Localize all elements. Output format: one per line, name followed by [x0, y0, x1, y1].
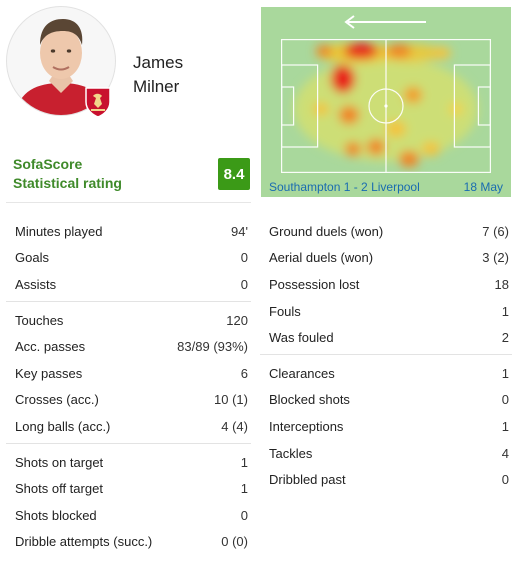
stat-row-shots-off-target: Shots off target 1 — [6, 475, 251, 502]
stat-row-crosses: Crosses (acc.) 10 (1) — [6, 387, 251, 414]
stat-label: Fouls — [269, 303, 301, 319]
stat-row-fouls: Fouls 1 — [260, 298, 512, 325]
stat-label: Crosses (acc.) — [15, 392, 99, 408]
stats-group-general: Minutes played 94' Goals 0 Assists 0 — [6, 218, 251, 302]
stat-row-shots-blocked: Shots blocked 0 — [6, 502, 251, 529]
stat-label: Ground duels (won) — [269, 223, 384, 239]
stat-value: 6 — [240, 365, 248, 381]
stat-row-minutes-played: Minutes played 94' — [6, 218, 251, 245]
stat-label: Shots blocked — [15, 507, 97, 523]
player-first-name: James — [133, 53, 184, 72]
stat-value: 1 — [501, 303, 509, 319]
stat-value: 0 — [240, 276, 248, 292]
stat-value: 1 — [240, 454, 248, 470]
liverpool-crest-icon — [85, 87, 111, 118]
stat-label: Dribble attempts (succ.) — [15, 534, 153, 550]
player-avatar — [6, 6, 116, 116]
stat-label: Blocked shots — [269, 392, 350, 408]
player-name: James Milner — [133, 51, 183, 99]
stat-label: Tackles — [269, 445, 313, 461]
stats-right-column: Ground duels (won) 7 (6) Aerial duels (wo… — [260, 218, 512, 501]
stat-value: 3 (2) — [482, 250, 509, 266]
stat-value: 94' — [231, 223, 248, 239]
stat-label: Shots on target — [15, 454, 104, 470]
stat-row-acc-passes: Acc. passes 83/89 (93%) — [6, 333, 251, 360]
player-last-name: Milner — [133, 77, 180, 96]
stat-row-tackles: Tackles 4 — [260, 440, 512, 467]
stat-value: 2 — [501, 330, 509, 346]
stat-label: Aerial duels (won) — [269, 250, 374, 266]
stat-value: 83/89 (93%) — [177, 339, 248, 355]
stat-row-dribbled-past: Dribbled past 0 — [260, 466, 512, 493]
stat-label: Clearances — [269, 365, 335, 381]
stat-row-touches: Touches 120 — [6, 307, 251, 334]
stat-label: Acc. passes — [15, 339, 86, 355]
stat-label: Interceptions — [269, 418, 344, 434]
stats-group-duels: Ground duels (won) 7 (6) Aerial duels (wo… — [260, 218, 512, 355]
stat-value: 0 — [501, 392, 509, 408]
stat-row-clearances: Clearances 1 — [260, 360, 512, 387]
stat-label: Long balls (acc.) — [15, 418, 111, 434]
stat-label: Touches — [15, 312, 64, 328]
stats-group-defence: Clearances 1 Blocked shots 0 Interceptions… — [260, 360, 512, 496]
stats-left-column: Minutes played 94' Goals 0 Assists 0 Touche… — [6, 218, 251, 563]
stat-value: 4 (4) — [221, 418, 248, 434]
stat-value: 0 (0) — [221, 534, 248, 550]
stat-label: Dribbled past — [269, 472, 346, 488]
stat-value: 0 — [240, 507, 248, 523]
stat-row-shots-on-target: Shots on target 1 — [6, 449, 251, 476]
rating-badge: 8.4 — [218, 158, 250, 190]
stat-row-assists: Assists 0 — [6, 271, 251, 298]
rating-label-line2: Statistical rating — [13, 175, 122, 191]
stat-value: 0 — [240, 250, 248, 266]
stat-row-interceptions: Interceptions 1 — [260, 413, 512, 440]
stat-label: Minutes played — [15, 223, 103, 239]
stat-row-aerial-duels: Aerial duels (won) 3 (2) — [260, 245, 512, 272]
stat-value: 4 — [501, 445, 509, 461]
stat-row-possession-lost: Possession lost 18 — [260, 271, 512, 298]
stat-label: Goals — [15, 250, 49, 266]
rating-label: SofaScore Statistical rating — [13, 155, 122, 193]
stat-row-goals: Goals 0 — [6, 245, 251, 272]
stat-label: Was fouled — [269, 330, 334, 346]
match-date: 18 May — [463, 180, 503, 194]
match-link[interactable]: Southampton 1 - 2 Liverpool — [269, 180, 420, 194]
player-photo — [15, 19, 107, 115]
stat-row-long-balls: Long balls (acc.) 4 (4) — [6, 413, 251, 440]
stat-row-was-fouled: Was fouled 2 — [260, 324, 512, 351]
rating-label-line1: SofaScore — [13, 156, 83, 172]
stat-value: 7 (6) — [482, 223, 509, 239]
stat-row-blocked-shots: Blocked shots 0 — [260, 387, 512, 414]
stats-group-passing: Touches 120 Acc. passes 83/89 (93%) Key pa… — [6, 307, 251, 444]
heatmap-pitch — [281, 39, 491, 173]
stat-value: 120 — [226, 312, 248, 328]
stat-row-key-passes: Key passes 6 — [6, 360, 251, 387]
stat-label: Key passes — [15, 365, 83, 381]
stat-row-dribble-attempts: Dribble attempts (succ.) 0 (0) — [6, 529, 251, 556]
stat-value: 1 — [501, 365, 509, 381]
heatmap-panel: Southampton 1 - 2 Liverpool 18 May — [261, 7, 511, 197]
stat-value: 1 — [240, 481, 248, 497]
stat-row-ground-duels: Ground duels (won) 7 (6) — [260, 218, 512, 245]
stats-group-attack: Shots on target 1 Shots off target 1 Shots… — [6, 449, 251, 558]
left-arrow-icon — [344, 15, 426, 29]
stat-value: 0 — [501, 472, 509, 488]
stat-label: Assists — [15, 276, 57, 292]
stat-label: Shots off target — [15, 481, 103, 497]
stat-label: Possession lost — [269, 276, 360, 292]
stat-value: 10 (1) — [214, 392, 248, 408]
divider — [6, 202, 251, 203]
stat-value: 18 — [494, 276, 509, 292]
stat-value: 1 — [501, 418, 509, 434]
